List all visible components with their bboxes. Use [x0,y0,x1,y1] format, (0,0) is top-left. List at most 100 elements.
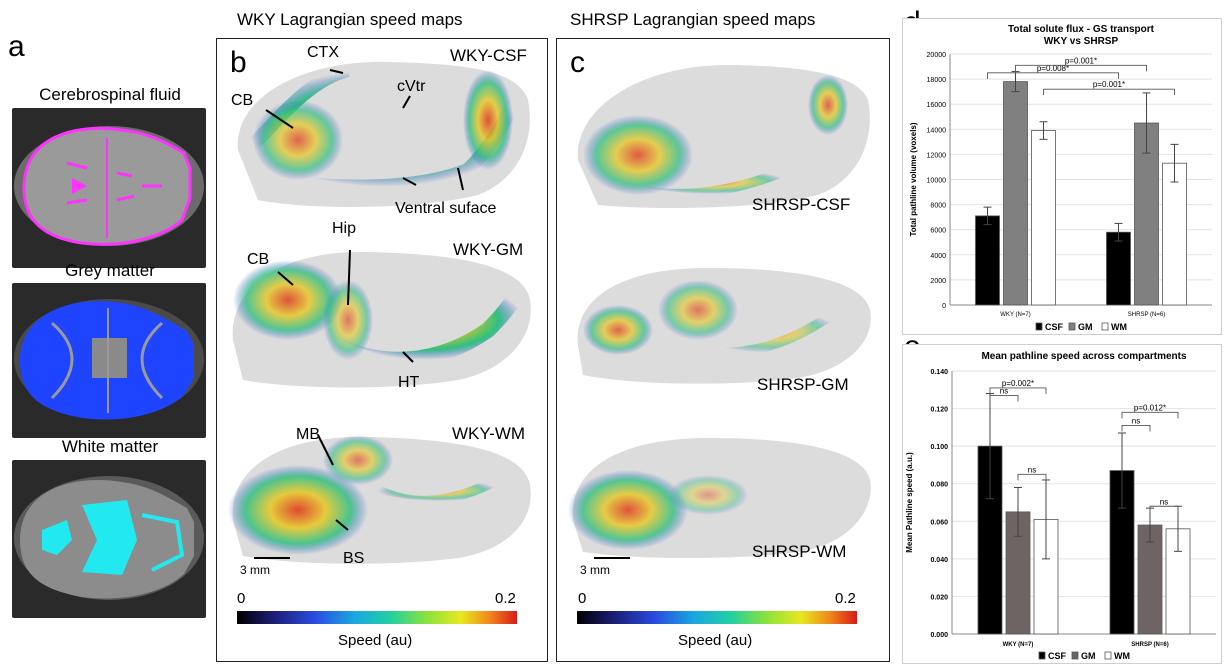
wm-mask-image [12,460,206,618]
chart-e-ytick: 0.080 [930,482,948,489]
chart-d-bar-wm [1031,130,1056,306]
wm-mask-svg [14,476,204,600]
chart-d-bracket-label: p=0.008* [1037,64,1069,73]
colorbar-b-label: Speed (au) [338,632,413,649]
chart-e-ytick: 0.140 [930,369,948,376]
shrsp-csf-label: SHRSP-CSF [752,195,851,214]
chart-e-ytick: 0.120 [930,407,948,414]
colorbar-b [237,611,517,624]
annotation-cvtr: cVtr [397,78,426,95]
chart-d-subtitle: WKY vs SHRSP [1044,36,1119,47]
chart-e-title: Mean pathline speed across compartments [981,351,1187,362]
chart-d-bracket [1015,64,1147,72]
chart-e-bracket [989,387,1047,394]
chart-e-ytick: 0.020 [930,594,948,601]
chart-e-ytick: 0.000 [930,632,948,639]
chart-d-legend-swatch [1035,322,1043,331]
chart-e-bracket-label: p=0.012* [1134,403,1166,412]
chart-e-legend-swatch [1071,651,1079,660]
chart-d-ytick: 0 [942,303,946,310]
scale-label-c: 3 mm [580,563,610,577]
chart-d-xtick: SHRSP (N=6) [1128,312,1165,318]
chart-e-bracket-label: ns [1000,386,1008,395]
chart-d-bracket [1043,88,1175,96]
chart-d-bar-gm [1003,81,1028,306]
chart-d-ytick: 8000 [930,203,946,210]
colorbar-c-min: 0 [578,590,587,607]
colorbar-b-min: 0 [237,590,246,607]
colorbar-c [577,611,857,624]
chart-e-xtick: WKY (N=7) [1003,642,1034,648]
annotation-cb-1: CB [231,92,254,109]
chart-e-legend-swatch [1104,651,1112,660]
annotation-ventral-surface: Ventral suface [395,200,497,217]
chart-d-legend-label: WM [1111,322,1127,332]
chart-d-ytick: 10000 [927,178,947,185]
chart-e-bar-gm [1137,524,1163,635]
chart-d-bracket-label: p=0.001* [1065,56,1097,65]
panel-letter-c: c [570,46,585,79]
chart-e-ylabel: Mean Pathline speed (a.u.) [905,452,914,553]
chart-d-bar-csf [975,215,1000,306]
wky-speed-maps [228,61,531,564]
wky-gm-label: WKY-GM [453,240,524,259]
chart-d-ytick: 14000 [927,127,947,134]
chart-e-legend-label: GM [1081,651,1096,661]
chart-e-ytick: 0.100 [930,444,948,451]
chart-d-bracket-label: p=0.001* [1093,80,1125,89]
chart-d-title: Total solute flux - GS transport [1008,24,1155,35]
chart-e: Mean pathline speed across compartments 0… [905,351,1216,661]
chart-e-bracket [1121,425,1151,432]
chart-d-legend-label: CSF [1045,322,1064,332]
annotation-arrows [265,69,464,531]
scale-label-b: 3 mm [240,563,270,577]
gm-mask-image [12,283,206,438]
chart-d-legend-swatch [1068,322,1076,331]
chart-e-legend-label: WM [1114,651,1130,661]
annotation-ctx: CTX [307,44,339,61]
chart-d-ytick: 4000 [930,253,946,260]
chart-e-bracket [989,394,1019,402]
chart-d-ytick: 18000 [927,77,947,84]
chart-d-ytick: 12000 [927,152,947,159]
gm-mask-svg [14,299,204,420]
chart-d-xtick: WKY (N=7) [1000,312,1030,318]
shrsp-speed-maps [568,65,871,559]
chart-e-bracket-label: ns [1028,465,1036,474]
wky-csf-label: WKY-CSF [450,46,527,65]
colorbar-b-max: 0.2 [495,590,516,607]
wky-wm-label: WKY-WM [452,424,526,443]
chart-d-legend-label: GM [1078,322,1093,332]
annotation-bs: BS [343,550,365,567]
chart-e-xtick: SHRSP (N=6) [1131,642,1168,648]
chart-e-bracket-label: p=0.002* [1002,379,1034,388]
chart-e-bracket [1017,473,1047,481]
chart-d-ylabel: Total pathline volume (voxels) [909,122,918,236]
chart-e-ytick: 0.040 [930,557,948,564]
csf-mask-image [12,108,206,268]
chart-e-ytick: 0.060 [930,519,948,526]
panel-letter-a: a [8,30,25,63]
panel-c-header: SHRSP Lagrangian speed maps [570,10,816,29]
chart-e-legend-label: CSF [1048,651,1067,661]
annotation-mb: MB [296,426,320,443]
shrsp-wm-label: SHRSP-WM [752,542,847,561]
chart-e-bracket [1149,505,1179,513]
chart-d-bracket [987,72,1119,79]
gm-title: Grey matter [65,261,155,280]
colorbar-c-max: 0.2 [835,590,856,607]
colorbar-c-label: Speed (au) [678,632,753,649]
chart-e-bracket-label: ns [1132,416,1140,425]
panel-letter-b: b [230,46,247,79]
chart-e-bracket-label: ns [1160,497,1168,506]
chart-d-ytick: 20000 [927,52,947,59]
annotation-hip: Hip [332,220,357,237]
chart-d-bar-wm [1162,162,1187,306]
chart-d-ytick: 2000 [930,278,946,285]
csf-title: Cerebrospinal fluid [39,85,181,104]
chart-e-legend-swatch [1038,651,1046,660]
shrsp-gm-label: SHRSP-GM [757,375,849,394]
csf-mask-svg [14,126,204,246]
wm-title: White matter [61,437,159,456]
